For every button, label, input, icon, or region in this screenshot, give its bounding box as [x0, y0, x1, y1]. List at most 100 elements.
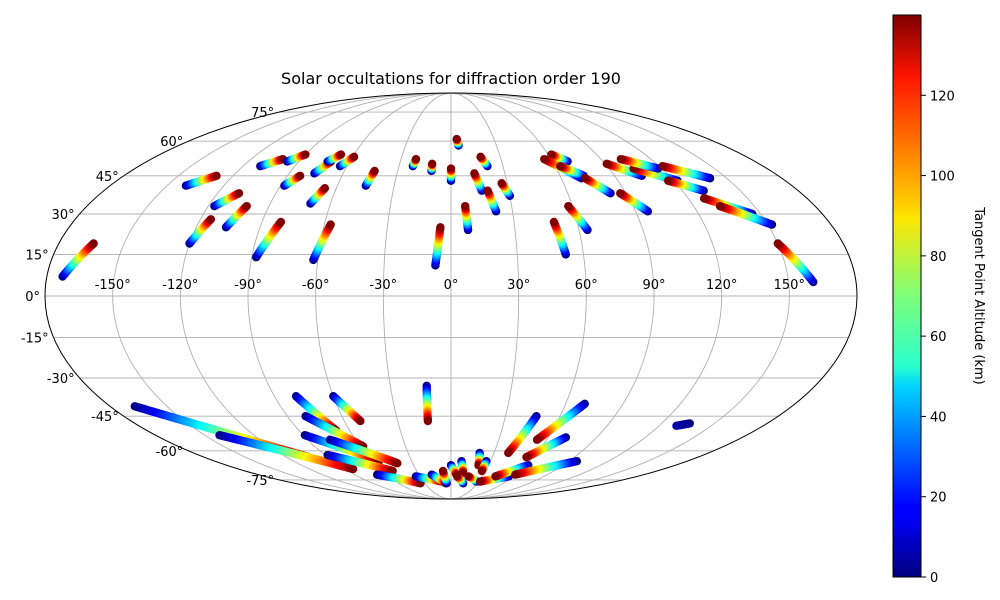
occultation-track [664, 176, 708, 195]
map-outline [44, 92, 858, 500]
occultation-track [306, 184, 330, 208]
colorbar-gradient [892, 14, 922, 578]
longitude-tick-label: -120° [162, 278, 198, 293]
track-point [602, 159, 611, 169]
track-point [470, 169, 479, 178]
occultation-track [181, 171, 221, 190]
longitude-tick-label: -60° [302, 278, 330, 293]
occultation-track [616, 154, 663, 173]
longitude-tick-label: 0° [444, 278, 459, 293]
track-point [773, 239, 783, 248]
track-point [446, 164, 456, 173]
occultation-track [256, 154, 287, 171]
occultation-track [221, 201, 251, 232]
track-point [658, 161, 667, 171]
occultation-track [477, 457, 491, 476]
occultation-track [58, 239, 98, 281]
longitude-tick-labels: -150° -120° -90° -60° -30° 0° 30° 60° 90° 120° 150… [95, 278, 805, 293]
track-point [522, 452, 531, 462]
latitude-tick-label: 30° [52, 208, 75, 223]
track-point [672, 421, 681, 431]
track-point [326, 220, 335, 229]
track-point [436, 223, 445, 232]
track-point [452, 134, 461, 144]
occultation-track [715, 201, 777, 229]
track-point [715, 201, 725, 211]
track-point [438, 466, 448, 476]
occultation-track [329, 391, 365, 426]
colorbar-tick-label: 100 [930, 170, 955, 185]
occultation-track [453, 472, 468, 488]
occultation-track [427, 159, 437, 176]
occultation-track [210, 189, 244, 211]
track-point [242, 201, 251, 211]
occultation-track [549, 217, 570, 259]
track-point [476, 152, 485, 162]
track-point [556, 161, 565, 171]
occultation-track [483, 186, 501, 216]
latitude-tick-label: 60° [160, 135, 183, 150]
longitude-tick-label: 120° [706, 278, 737, 293]
latitude-tick-label: -75° [246, 474, 274, 489]
occultation-track [185, 215, 216, 248]
track-point [504, 448, 513, 458]
occultation-track [282, 150, 310, 166]
track-point [301, 150, 310, 159]
occultation-track [452, 134, 463, 150]
latitude-tick-label: -60° [156, 445, 184, 460]
track-point [336, 150, 346, 159]
colorbar: 0 20 40 60 80 100 120 Tangent Point Altitude (… [892, 14, 986, 586]
occultation-track [532, 399, 589, 444]
track-point [370, 166, 379, 176]
track-point [393, 459, 402, 468]
occultation-track [556, 161, 588, 181]
occultation-track [616, 189, 653, 216]
track-point [476, 477, 485, 486]
occultation-track [422, 381, 433, 426]
track-point [206, 215, 216, 224]
occultation-track [251, 217, 286, 262]
chart-title: Solar occultations for diffraction order… [281, 69, 621, 88]
occultation-track [773, 239, 818, 287]
occultation-track [474, 448, 484, 470]
longitude-tick-label: 30° [507, 278, 530, 293]
track-point [547, 150, 556, 159]
track-point [460, 201, 470, 211]
track-point [453, 472, 462, 481]
track-point [616, 189, 625, 198]
longitude-tick-label: -150° [95, 278, 131, 293]
track-point [295, 171, 305, 181]
track-point [348, 464, 358, 474]
colorbar-tick-label: 40 [930, 410, 947, 425]
occultation-track [323, 450, 397, 476]
track-point [549, 217, 559, 227]
track-point [699, 194, 709, 203]
latitude-tick-label: 45° [96, 170, 119, 185]
track-point [464, 472, 473, 481]
occultation-track [564, 201, 592, 235]
longitude-tick-label: 90° [642, 278, 665, 293]
occultation-track [446, 164, 456, 185]
track-point [349, 152, 359, 162]
occultation-track [504, 411, 541, 458]
track-point [477, 466, 487, 476]
occultation-track [522, 433, 571, 462]
occultation-track [511, 457, 582, 479]
latitude-tick-label: 75° [251, 106, 274, 121]
occultation-track [408, 154, 421, 171]
occultation-track [470, 169, 487, 195]
track-point [564, 201, 573, 211]
occultation-track [325, 435, 402, 468]
track-point [212, 171, 221, 181]
latitude-tick-label: 0° [25, 290, 40, 305]
track-point [483, 186, 492, 195]
track-point [497, 179, 506, 188]
track-point [276, 217, 286, 227]
longitude-tick-label: 60° [575, 278, 598, 293]
colorbar-tick-label: 120 [930, 89, 955, 104]
track-point [89, 239, 98, 248]
occultation-track [476, 152, 492, 171]
occultation-track [215, 430, 358, 474]
occultation-track [658, 161, 715, 183]
